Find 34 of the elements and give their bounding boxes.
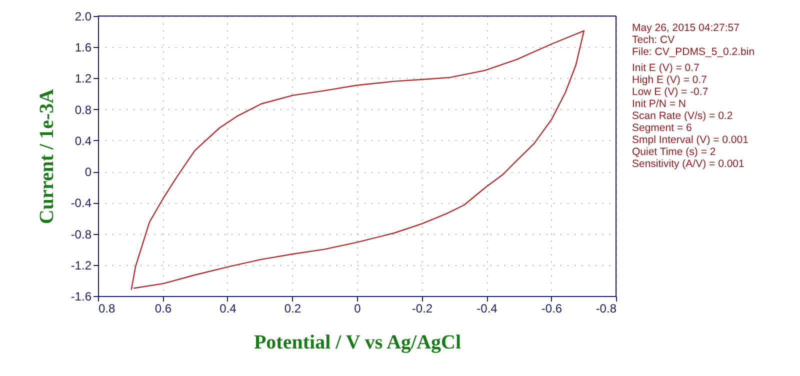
x-tick-label: -0.4 <box>476 302 498 316</box>
y-tick-label: 1.2 <box>74 72 92 86</box>
y-tick-label: 0.8 <box>74 102 92 117</box>
y-axis-title: Current / 1e-3A <box>36 88 58 224</box>
x-tick-label: 0.6 <box>154 302 172 316</box>
y-tick-label: -0.4 <box>70 196 92 210</box>
x-tick-label: -0.2 <box>412 302 433 316</box>
text: Quiet Time (s) = 2 <box>632 146 716 158</box>
text: Init E (V) = 0.7 <box>632 62 700 74</box>
y-tick-label: -0.8 <box>70 227 92 242</box>
text: Tech: CV <box>632 34 675 46</box>
text: High E (V) = 0.7 <box>632 74 708 86</box>
x-tick-label: -0.6 <box>541 302 562 316</box>
y-tick-label: -1.6 <box>70 290 92 304</box>
y-tick-label: -1.2 <box>70 258 92 272</box>
y-tick-label: 0.4 <box>74 134 92 148</box>
x-tick-label: 0.8 <box>98 302 116 316</box>
text: Smpl Interval (V) = 0.001 <box>632 134 749 146</box>
line-series <box>130 30 585 290</box>
x-axis-title: Potential / V vs Ag/AgCl <box>254 332 462 354</box>
x-tick-label: 0.2 <box>284 302 302 316</box>
y-tick-label: 2.0 <box>74 10 92 24</box>
x-tick-label: 0.4 <box>220 302 237 316</box>
text: Low E (V) = -0.7 <box>632 86 708 98</box>
text: Init P/N = N <box>632 98 686 110</box>
text: Scan Rate (V/s) = 0.2 <box>632 110 733 122</box>
x-tick-label: -0.8 <box>596 302 617 316</box>
text: Segment = 6 <box>632 122 692 134</box>
text: File: CV_PDMS_5_0.2.bin <box>632 46 755 58</box>
text: May 26, 2015 04:27:57 <box>632 22 740 34</box>
y-tick-label: 1.6 <box>74 40 92 55</box>
text: Sensitivity (A/V) = 0.001 <box>632 158 744 170</box>
y-tick-label: 0 <box>84 165 92 180</box>
x-tick-label: 0 <box>354 302 362 316</box>
